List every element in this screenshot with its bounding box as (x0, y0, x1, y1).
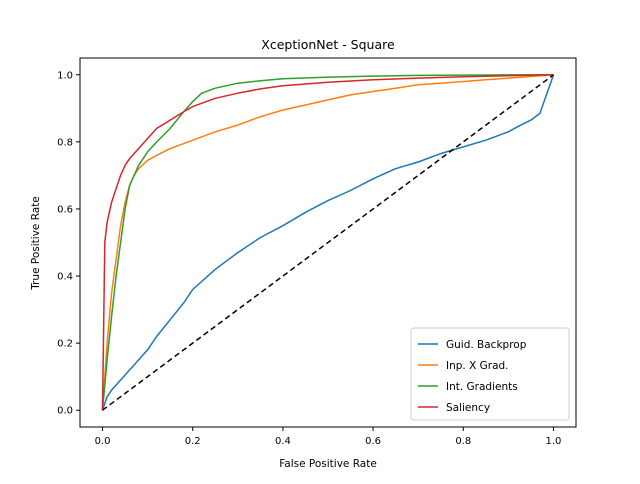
y-tick-label: 0.2 (57, 339, 73, 350)
y-axis-label: True Positive Rate (30, 196, 42, 291)
x-tick-label: 0.6 (365, 436, 381, 447)
series-line-int-gradients (101, 74, 554, 411)
legend-label: Int. Gradients (446, 381, 518, 393)
legend-box (410, 327, 570, 421)
x-tick-label: 0.0 (95, 436, 111, 447)
series-layer (101, 74, 555, 411)
legend-label: Saliency (446, 402, 490, 414)
legend-label: Guid. Backprop (446, 339, 527, 351)
series-line-guid-backprop (101, 74, 555, 411)
plot-frame (79, 57, 577, 428)
x-tick-label: 0.2 (185, 436, 201, 447)
y-tick-label: 1.0 (57, 70, 73, 81)
ticks-layer: 0.0 0.2 0.4 0.6 0.8 1.0 0.0 0.2 0.4 0.6 0.8 1.0 (57, 70, 561, 447)
x-tick-label: 1.0 (546, 436, 562, 447)
y-tick-label: 0.6 (57, 204, 73, 215)
y-tick-label: 0.4 (57, 272, 73, 283)
y-tick-label: 0.8 (57, 137, 73, 148)
chart-title: XceptionNet - Square (261, 37, 395, 52)
series-line-inp-x-grad (101, 74, 554, 411)
chance-diagonal-line (102, 74, 554, 411)
x-tick-label: 0.8 (455, 436, 471, 447)
y-tick-label: 0.0 (57, 406, 73, 417)
x-axis-label: False Positive Rate (279, 458, 377, 470)
legend-label: Inp. X Grad. (446, 360, 509, 372)
series-line-saliency (101, 74, 554, 411)
legend: Guid. Backprop Inp. X Grad. Int. Gradients… (410, 327, 570, 421)
x-tick-label: 0.4 (275, 436, 291, 447)
